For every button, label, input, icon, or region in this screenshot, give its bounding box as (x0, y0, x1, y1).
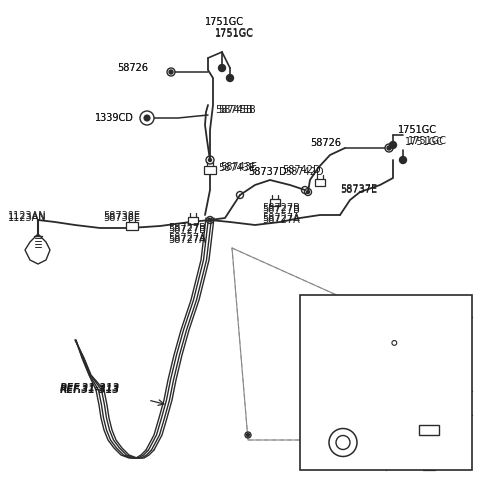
Text: 1751GC: 1751GC (398, 125, 437, 135)
Text: 58727A: 58727A (168, 235, 206, 245)
Text: 1751GC: 1751GC (205, 17, 244, 27)
Text: 58727A: 58727A (168, 233, 206, 243)
Text: 58737E: 58737E (340, 185, 377, 195)
Bar (300, 295, 472, 470)
Text: 58727A: 58727A (262, 215, 300, 225)
Circle shape (389, 141, 396, 149)
Text: 58738E: 58738E (103, 213, 140, 223)
Text: 1751GC: 1751GC (205, 17, 244, 27)
Circle shape (387, 146, 391, 150)
Text: 58726: 58726 (117, 63, 148, 73)
Text: 58727B: 58727B (262, 205, 300, 215)
Text: 1751GC: 1751GC (408, 136, 447, 146)
Bar (204, 166, 216, 174)
Text: 58745B: 58745B (218, 105, 256, 115)
Text: 58737D: 58737D (248, 167, 287, 177)
Text: REF.31-313: REF.31-313 (60, 383, 120, 393)
Text: 1123AN: 1123AN (8, 211, 47, 221)
Text: 1751GC: 1751GC (405, 137, 444, 147)
Text: 1339CD: 1339CD (95, 113, 134, 123)
Text: REF.31-313: REF.31-313 (60, 385, 120, 395)
Text: 58738E: 58738E (103, 211, 140, 221)
Text: 58726: 58726 (117, 63, 148, 73)
Text: 58726: 58726 (310, 138, 341, 148)
Circle shape (169, 70, 173, 74)
Text: 58737D: 58737D (248, 167, 287, 177)
Text: 58743E: 58743E (218, 163, 255, 173)
Circle shape (307, 191, 310, 194)
Circle shape (208, 158, 212, 162)
Text: 58727A: 58727A (262, 213, 300, 223)
Text: 1751GC: 1751GC (398, 125, 437, 135)
Circle shape (218, 64, 226, 72)
Text: 1339CD: 1339CD (95, 113, 134, 123)
Text: 58745: 58745 (370, 302, 403, 312)
Bar (419, 424, 439, 435)
Text: 58743E: 58743E (220, 162, 257, 172)
Bar (315, 179, 325, 185)
Text: 58727B: 58727B (168, 223, 206, 233)
Text: 1123AN: 1123AN (8, 213, 47, 223)
Bar (126, 222, 138, 230)
Text: 1336AC: 1336AC (323, 396, 363, 406)
Circle shape (247, 434, 250, 437)
Circle shape (329, 428, 357, 456)
Circle shape (140, 111, 154, 125)
Circle shape (227, 75, 233, 81)
Bar (270, 198, 280, 206)
Text: 1751GC: 1751GC (215, 29, 254, 39)
Text: 58742D: 58742D (282, 165, 321, 175)
Text: 1751GC: 1751GC (215, 28, 254, 38)
Circle shape (399, 156, 407, 164)
Circle shape (336, 436, 350, 450)
Circle shape (208, 218, 212, 222)
Text: 58727B: 58727B (262, 203, 300, 213)
Text: 58726: 58726 (310, 138, 341, 148)
Text: 58727B: 58727B (168, 225, 206, 235)
Text: 58745B: 58745B (215, 105, 253, 115)
Bar (188, 216, 198, 224)
Text: 58742D: 58742D (285, 167, 324, 177)
Circle shape (392, 341, 396, 345)
Circle shape (144, 115, 150, 121)
Text: 58737E: 58737E (340, 184, 377, 194)
Text: 1123AM: 1123AM (408, 396, 450, 406)
